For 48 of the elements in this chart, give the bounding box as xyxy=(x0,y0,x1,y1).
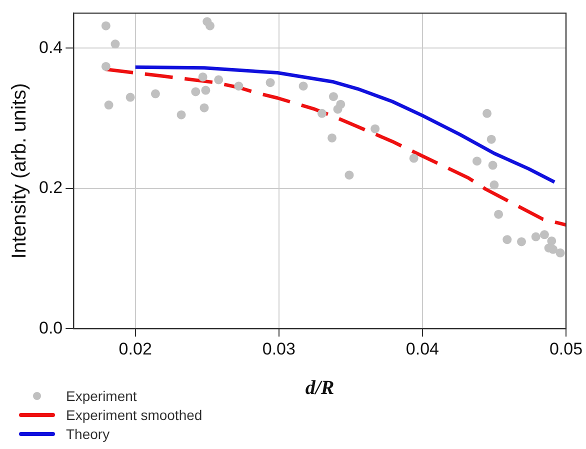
point xyxy=(234,82,244,91)
point xyxy=(556,248,565,258)
legend-label: Experiment smoothed xyxy=(66,406,202,422)
x-axis-title: d/R xyxy=(305,377,334,400)
point xyxy=(110,40,120,49)
x-tick-label: 0.05 xyxy=(549,339,583,358)
point xyxy=(488,160,498,170)
point xyxy=(298,82,308,91)
point xyxy=(206,21,215,30)
point xyxy=(472,156,482,166)
point xyxy=(198,72,208,82)
point xyxy=(126,92,135,102)
point xyxy=(482,108,492,118)
point xyxy=(201,86,210,95)
point xyxy=(317,108,326,118)
point xyxy=(344,170,354,180)
x-tick-label: 0.04 xyxy=(406,339,439,358)
legend-label: Experiment xyxy=(66,388,137,404)
point xyxy=(101,21,110,30)
point xyxy=(494,210,504,219)
x-tick-label: 0.02 xyxy=(118,339,152,358)
point xyxy=(490,180,499,190)
point xyxy=(370,124,380,134)
point xyxy=(540,230,549,240)
y-tick-label: 0.0 xyxy=(38,318,63,338)
legend-label: Theory xyxy=(66,426,110,442)
point xyxy=(328,92,338,102)
point xyxy=(517,237,526,246)
point xyxy=(333,104,342,114)
y-tick-label: 0.4 xyxy=(38,38,63,57)
point xyxy=(101,62,110,71)
point xyxy=(409,154,418,163)
point xyxy=(548,244,558,254)
point xyxy=(328,133,337,142)
point xyxy=(547,236,556,246)
point xyxy=(266,78,275,88)
x-tick-label: 0.03 xyxy=(262,339,296,358)
point xyxy=(486,134,496,144)
point xyxy=(150,89,160,98)
y-axis-title: Intensity (arb. units) xyxy=(8,83,31,259)
point xyxy=(176,110,186,120)
point xyxy=(104,100,114,110)
point xyxy=(200,103,209,112)
point xyxy=(531,232,540,242)
point xyxy=(502,235,512,244)
y-tick-label: 0.2 xyxy=(38,178,63,198)
point xyxy=(191,87,200,96)
point xyxy=(214,75,224,84)
